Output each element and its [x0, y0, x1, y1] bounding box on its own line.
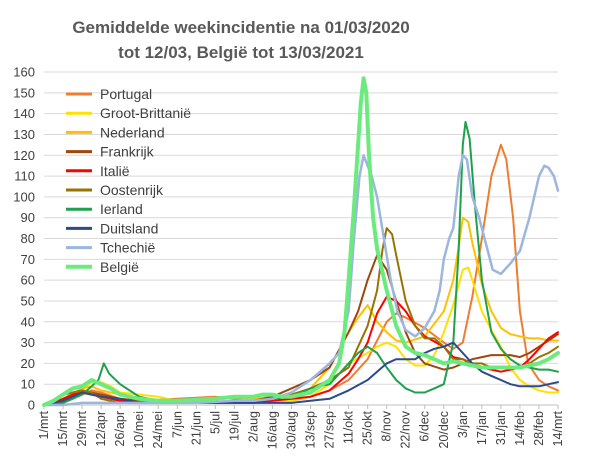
- y-tick-label: 130: [13, 127, 35, 142]
- series-line-belgië: [42, 76, 560, 407]
- y-tick-label: 140: [13, 106, 35, 121]
- y-tick-label: 100: [13, 189, 35, 204]
- x-tick-label: 11/okt: [342, 410, 356, 444]
- series-line-tchechië: [42, 154, 560, 407]
- y-tick-label: 50: [21, 293, 35, 308]
- x-tick-label: 19/jul: [227, 411, 241, 441]
- x-tick-label: 3/jan: [456, 411, 470, 438]
- x-tick-label: 13/sep: [304, 411, 318, 449]
- y-tick-label: 90: [21, 210, 35, 225]
- y-tick-label: 150: [13, 85, 35, 100]
- y-tick-label: 60: [21, 273, 35, 288]
- x-tick-label: 16/aug: [265, 411, 279, 449]
- x-tick-label: 14/mrt: [551, 410, 565, 446]
- x-tick-label: 2/aug: [246, 411, 260, 442]
- series-lines: [42, 76, 560, 407]
- x-tick-label: 7/jun: [170, 411, 184, 438]
- legend: Portugal Groot-Brittanië Nederland Frankrij…: [66, 86, 191, 275]
- legend-label: België: [100, 259, 139, 275]
- x-tick-label: 28/feb: [532, 411, 546, 446]
- y-tick-label: 10: [21, 377, 35, 392]
- x-tick-label: 5/jul: [208, 411, 222, 434]
- x-tick-label: 12/apr: [94, 411, 108, 446]
- y-tick-label: 80: [21, 231, 35, 246]
- y-tick-label: 20: [21, 356, 35, 371]
- x-tick-label: 1/mrt: [37, 410, 51, 439]
- x-tick-label: 27/sep: [323, 411, 337, 449]
- legend-label: Portugal: [100, 86, 152, 102]
- x-axis: 1/mrt 15/mrt 29/mrt 12/apr 26/apr 10/mei 24/me…: [37, 405, 565, 449]
- series-line-italië: [43, 295, 559, 406]
- x-tick-label: 20/dec: [437, 411, 451, 449]
- y-tick-label: 110: [14, 169, 35, 184]
- x-tick-label: 26/apr: [113, 411, 127, 446]
- x-tick-label: 24/mei: [151, 411, 165, 449]
- y-tick-label: 40: [21, 314, 35, 329]
- x-tick-label: 6/dec: [418, 411, 432, 442]
- x-tick-label: 15/mrt: [56, 410, 70, 446]
- legend-label: Italië: [100, 163, 130, 179]
- chart-title-line-2: tot 12/03, België tot 13/03/2021: [118, 43, 364, 62]
- x-tick-label: 10/mei: [132, 411, 146, 449]
- y-tick-label: 70: [21, 252, 35, 267]
- y-axis: 0 10 20 30 40 50 60 70 80 90 100 110 120 130 140 150 160: [13, 65, 558, 413]
- x-tick-label: 17/jan: [475, 411, 489, 445]
- x-tick-label: 29/mrt: [75, 410, 89, 446]
- legend-label: Tchechië: [100, 240, 155, 256]
- legend-label: Groot-Brittanië: [100, 105, 191, 121]
- chart-title-line-1: Gemiddelde weekincidentie na 01/03/2020: [72, 18, 409, 37]
- series-line-ierland: [43, 120, 559, 406]
- x-tick-label: 22/nov: [399, 410, 413, 448]
- x-tick-label: 30/aug: [284, 411, 298, 449]
- legend-label: Duitsland: [100, 220, 158, 236]
- series-line-groot-brittanië: [43, 266, 559, 406]
- x-tick-label: 14/feb: [513, 411, 527, 446]
- legend-label: Oostenrijk: [100, 182, 164, 198]
- x-tick-label: 25/okt: [361, 410, 375, 445]
- x-tick-label: 8/nov: [380, 410, 394, 441]
- y-tick-label: 160: [13, 65, 35, 80]
- legend-label: Frankrijk: [100, 144, 155, 160]
- y-tick-label: 120: [13, 148, 35, 163]
- grid-lines: [44, 71, 558, 385]
- x-tick-label: 31/jan: [494, 411, 508, 445]
- legend-label: Ierland: [100, 201, 143, 217]
- x-tick-label: 21/jun: [189, 411, 203, 445]
- legend-label: Nederland: [100, 124, 165, 140]
- y-tick-label: 30: [21, 335, 35, 350]
- y-tick-label: 0: [28, 398, 35, 413]
